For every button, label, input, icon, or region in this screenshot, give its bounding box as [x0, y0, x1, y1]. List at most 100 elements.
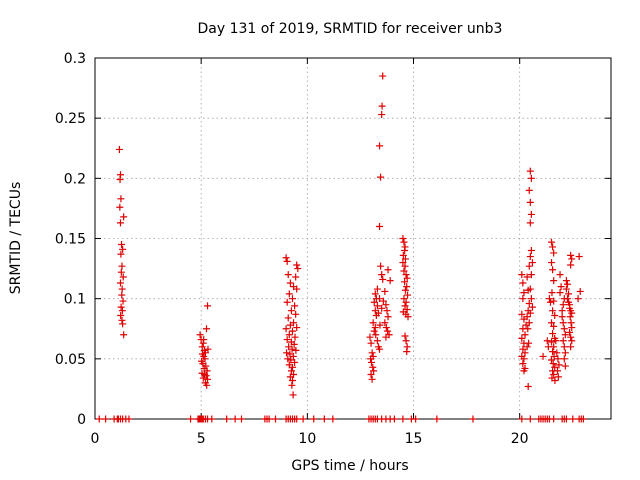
data-point	[204, 375, 212, 383]
y-tick-label: 0.3	[64, 51, 86, 67]
data-point	[368, 375, 376, 383]
data-point	[579, 415, 587, 423]
data-point	[563, 295, 571, 303]
data-point	[550, 249, 558, 257]
data-point	[231, 415, 239, 423]
data-point	[560, 325, 568, 333]
data-point	[293, 415, 301, 423]
data-point	[119, 297, 127, 305]
data-point	[376, 295, 384, 303]
data-point	[116, 279, 124, 287]
data-point	[379, 275, 387, 283]
data-point	[527, 174, 535, 182]
data-point	[372, 331, 380, 339]
data-point	[288, 295, 296, 303]
data-point	[187, 415, 195, 423]
data-point	[204, 345, 212, 353]
data-point	[286, 373, 294, 381]
data-point	[403, 274, 411, 282]
data-point	[367, 339, 375, 347]
data-point	[125, 415, 133, 423]
data-point	[574, 295, 582, 303]
data-point	[367, 358, 375, 366]
data-point	[556, 271, 564, 279]
data-point	[552, 337, 560, 345]
data-point	[115, 145, 123, 153]
data-point	[291, 358, 299, 366]
data-point	[556, 289, 564, 297]
data-point	[289, 391, 297, 399]
data-point	[519, 360, 527, 368]
data-point	[558, 313, 566, 321]
data-point	[566, 313, 574, 321]
data-point	[329, 415, 337, 423]
data-point	[401, 278, 409, 286]
chart-title: Day 131 of 2019, SRMTID for receiver unb…	[198, 21, 503, 37]
data-point	[549, 266, 557, 274]
data-point	[526, 219, 534, 227]
data-point	[293, 285, 301, 293]
data-point	[284, 314, 292, 322]
data-point	[563, 280, 571, 288]
data-point	[118, 316, 126, 324]
data-point	[118, 285, 126, 293]
data-point	[558, 307, 566, 315]
data-point	[203, 367, 211, 375]
data-point	[284, 355, 292, 363]
data-point	[381, 287, 389, 295]
data-point	[567, 343, 575, 351]
data-point	[549, 348, 557, 356]
data-point	[526, 309, 534, 317]
data-point	[521, 349, 529, 357]
data-point	[271, 415, 279, 423]
data-point	[576, 287, 584, 295]
data-point	[293, 324, 301, 332]
y-tick-label: 0.2	[64, 171, 86, 187]
data-point	[201, 349, 209, 357]
data-point	[401, 332, 409, 340]
y-axis-label: SRMTID / TECUs	[8, 182, 24, 295]
data-point	[548, 238, 556, 246]
data-point	[560, 343, 568, 351]
data-point	[399, 415, 407, 423]
data-point	[527, 210, 535, 218]
data-point	[373, 285, 381, 293]
data-point	[366, 333, 374, 341]
data-point	[527, 295, 535, 303]
data-point	[550, 352, 558, 360]
data-point	[559, 337, 567, 345]
data-point	[378, 102, 386, 110]
data-point	[526, 198, 534, 206]
data-point	[520, 367, 528, 375]
data-point	[554, 355, 562, 363]
data-point	[373, 302, 381, 310]
data-point	[118, 241, 126, 249]
data-point	[120, 213, 128, 221]
data-point	[526, 253, 534, 261]
data-point	[386, 277, 394, 285]
data-point	[102, 415, 110, 423]
data-point	[550, 297, 558, 305]
y-tick-label: 0.15	[55, 232, 86, 248]
data-point	[384, 313, 392, 321]
y-tick-label: 0.1	[64, 292, 86, 308]
data-point	[378, 271, 386, 279]
data-point	[285, 331, 293, 339]
data-point	[199, 374, 207, 382]
data-point	[282, 254, 290, 262]
data-point	[518, 310, 526, 318]
data-point	[399, 251, 407, 259]
data-point	[526, 167, 534, 175]
data-point	[292, 273, 300, 281]
data-point	[550, 343, 558, 351]
data-point	[524, 325, 532, 333]
data-point	[548, 319, 556, 327]
data-point	[549, 360, 557, 368]
data-point	[117, 250, 125, 258]
data-point	[402, 337, 410, 345]
data-point	[548, 289, 556, 297]
data-point	[565, 290, 573, 298]
data-point	[401, 262, 409, 270]
data-point	[117, 195, 125, 203]
data-point	[376, 321, 384, 329]
